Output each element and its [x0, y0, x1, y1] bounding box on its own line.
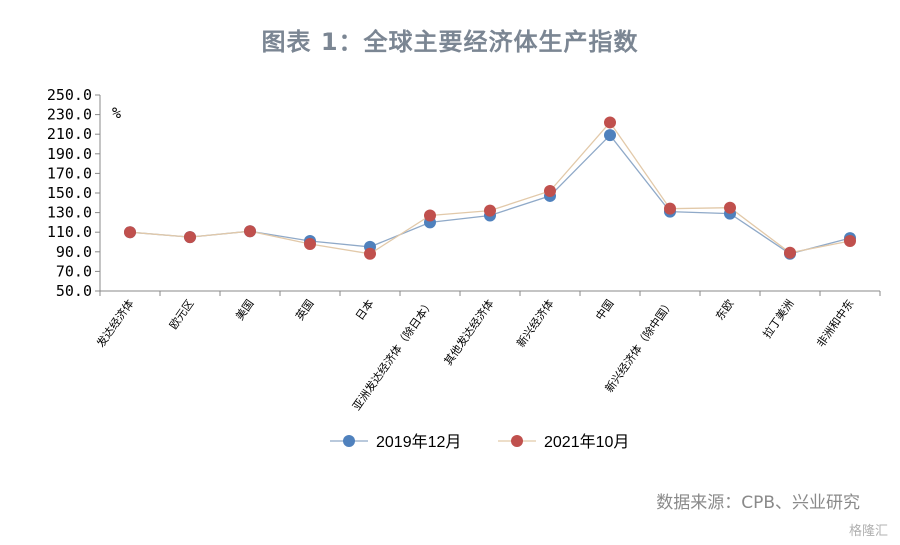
x-tick-label: 其他发达经济体 [441, 297, 497, 368]
x-tick-label: 东欧 [713, 297, 736, 322]
series-line [129, 121, 851, 255]
data-point [664, 202, 676, 215]
data-point [124, 226, 136, 239]
y-tick-label: 170.0 [47, 164, 92, 182]
data-point [724, 201, 736, 214]
legend-marker [343, 435, 355, 447]
x-tick-label: 英国 [292, 297, 316, 323]
legend-label: 2021年10月 [544, 433, 629, 451]
data-point [544, 185, 556, 198]
data-point [364, 247, 376, 260]
legend-label: 2019年12月 [376, 433, 461, 451]
y-tick-label: 230.0 [47, 106, 92, 124]
data-point [784, 246, 796, 259]
data-point [244, 225, 256, 238]
data-point [604, 129, 616, 142]
x-tick-label: 新兴经济体（除中国） [602, 297, 677, 395]
data-point [484, 204, 496, 217]
series-points [124, 116, 856, 260]
data-point [184, 231, 196, 244]
unit-label: % [112, 104, 121, 122]
data-point [424, 209, 436, 222]
x-tick-label: 发达经济体 [93, 297, 136, 350]
axes [95, 94, 881, 296]
x-tick-label: 中国 [593, 297, 616, 322]
series-lines [129, 121, 851, 255]
source-note: 数据来源：CPB、兴业研究 [656, 493, 860, 513]
legend: 2019年12月 2021年10月 [330, 433, 629, 451]
watermark: 格隆汇 [848, 524, 888, 539]
data-point [844, 235, 856, 248]
y-tick-label: 210.0 [47, 125, 92, 143]
chart-title: 图表 1：全球主要经济体生产指数 [261, 28, 639, 56]
legend-marker [511, 435, 523, 447]
y-tick-label: 50.0 [56, 282, 92, 300]
x-tick-label: 拉丁美洲 [760, 297, 797, 341]
data-point [604, 116, 616, 129]
y-tick-label: 150.0 [47, 184, 92, 202]
y-tick-label: 130.0 [47, 204, 92, 222]
x-tick-label: 欧元区 [167, 297, 197, 331]
data-point [304, 237, 316, 250]
y-tick-label: 190.0 [47, 145, 92, 163]
x-tick-label: 新兴经济体 [513, 297, 556, 350]
y-tick-label: 70.0 [56, 262, 92, 280]
x-tick-label: 日本 [352, 297, 376, 323]
y-tick-label: 90.0 [56, 243, 92, 261]
x-tick-label: 非洲和中东 [814, 297, 856, 350]
series-line [129, 134, 851, 255]
x-tick-label: 美国 [233, 297, 256, 322]
y-tick-label: 110.0 [47, 223, 92, 241]
y-tick-label: 250.0 [47, 86, 92, 104]
